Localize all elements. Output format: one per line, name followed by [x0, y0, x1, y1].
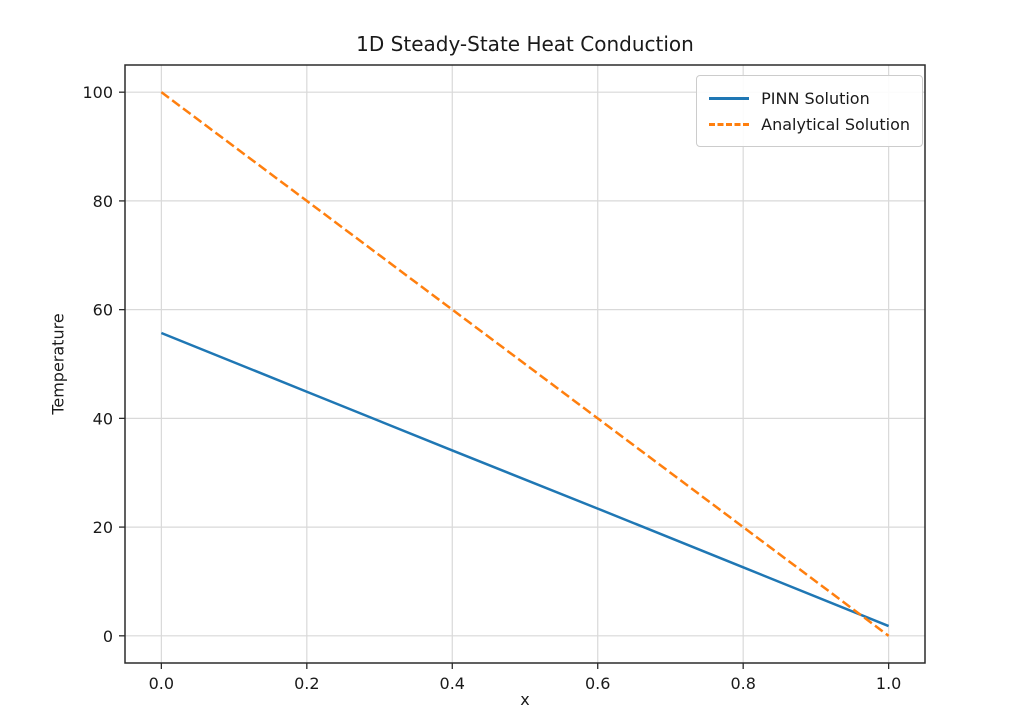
y-tick-label: 60: [93, 301, 113, 320]
legend-line-sample-pinn: [709, 96, 750, 100]
legend: PINN Solution Analytical Solution: [696, 75, 923, 147]
x-tick-label: 0.0: [149, 674, 174, 693]
y-tick-label: 20: [93, 518, 113, 537]
y-tick-label: 100: [82, 83, 113, 102]
x-tick-label: 0.8: [730, 674, 755, 693]
legend-label-analytical: Analytical Solution: [761, 114, 910, 134]
legend-line-sample-analytical: [709, 122, 750, 126]
legend-item-analytical: Analytical Solution: [709, 111, 910, 137]
y-tick-label: 40: [93, 409, 113, 428]
chart-title: 1D Steady-State Heat Conduction: [356, 32, 694, 56]
series-line-pinn-solution: [160, 331, 890, 628]
legend-item-pinn: PINN Solution: [709, 85, 910, 111]
axes-frame: [124, 64, 926, 664]
series-line-analytical-solution: [160, 91, 890, 637]
y-axis-label: Temperature: [48, 313, 68, 415]
x-tick-label: 0.4: [440, 674, 465, 693]
legend-label-pinn: PINN Solution: [761, 88, 870, 108]
y-tick-label: 80: [93, 192, 113, 211]
x-tick-label: 0.6: [585, 674, 610, 693]
x-tick-label: 1.0: [876, 674, 901, 693]
x-axis-label: x: [520, 690, 530, 709]
y-tick-label: 0: [103, 627, 113, 646]
x-tick-label: 0.2: [294, 674, 319, 693]
